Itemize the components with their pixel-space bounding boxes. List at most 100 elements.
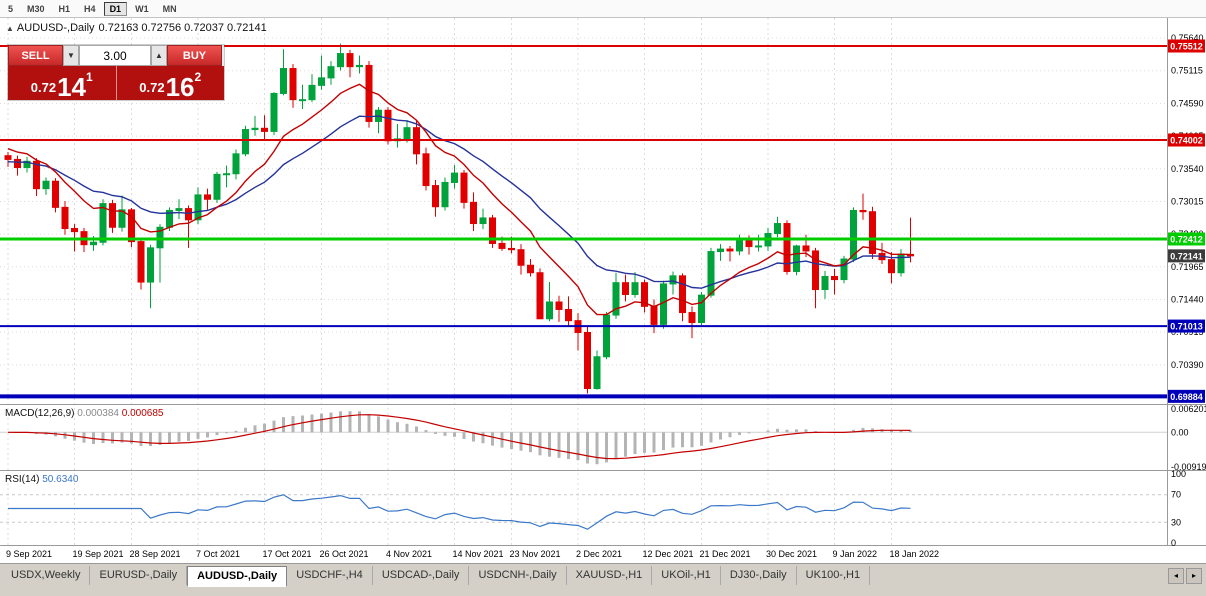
rsi-tick-label: 30	[1171, 517, 1181, 527]
date-tick-label: 4 Nov 2021	[386, 549, 432, 559]
tabbar-scroll-left-button[interactable]: ◂	[1168, 568, 1184, 584]
volume-input[interactable]	[79, 45, 151, 66]
date-tick-label: 7 Oct 2021	[196, 549, 240, 559]
timeframe-button-W1[interactable]: W1	[129, 2, 155, 16]
macd-indicator-label: MACD(12,26,9) 0.000384 0.000685	[5, 408, 163, 419]
date-tick-label: 19 Sep 2021	[73, 549, 124, 559]
chevron-down-icon: ▼	[67, 50, 75, 60]
chart-tab-AUDUSD-Daily[interactable]: AUDUSD-,Daily	[187, 566, 288, 587]
price-level-label	[1168, 39, 1205, 53]
chart-canvas[interactable]: 0.756400.751150.745900.740650.735400.730…	[0, 18, 1206, 563]
buy-price-display[interactable]: 0.72 16 2	[115, 66, 225, 102]
macd-tick-label: 0.006201	[1171, 404, 1206, 414]
svg-text:0.75512: 0.75512	[1170, 42, 1203, 52]
chart-tab-UKOil-H1[interactable]: UKOil-,H1	[652, 566, 721, 585]
macd-tick-label: 0.00	[1171, 427, 1189, 437]
buy-button[interactable]: BUY	[167, 45, 222, 66]
grid	[0, 18, 1167, 545]
scroll-right-icon: ▸	[1191, 571, 1196, 580]
sell-button[interactable]: SELL	[8, 45, 63, 66]
price-tick-label: 0.70390	[1171, 360, 1204, 370]
date-tick-label: 28 Sep 2021	[130, 549, 181, 559]
price-tick-label: 0.71965	[1171, 262, 1204, 272]
tabbar-scroll-right-button[interactable]: ▸	[1186, 568, 1202, 584]
chart-header: ▲ AUDUSD-,Daily 0.72163 0.72756 0.72037 0.…	[6, 22, 267, 34]
chart-ohlc-values: 0.72163 0.72756 0.72037 0.72141	[98, 22, 267, 34]
macd-value: 0.000384	[77, 408, 119, 419]
chart-tab-USDCNH-Daily[interactable]: USDCNH-,Daily	[469, 566, 567, 585]
chart-symbol-icon: ▲	[6, 24, 14, 33]
rsi-tick-label: 100	[1171, 469, 1186, 479]
sell-price-big-digits: 14	[57, 71, 87, 102]
trade-panel-controls: SELL ▼ ▲ BUY	[8, 45, 224, 66]
sell-price-display[interactable]: 0.72 14 1	[8, 66, 116, 100]
chart-tab-USDCAD-Daily[interactable]: USDCAD-,Daily	[372, 566, 470, 585]
rsi-tick-label: 0	[1171, 538, 1176, 548]
timeframe-button-H4[interactable]: H4	[78, 2, 102, 16]
chart-tab-EURUSD-Daily[interactable]: EURUSD-,Daily	[90, 566, 188, 585]
svg-text:0.72412: 0.72412	[1170, 234, 1203, 244]
rsi-value: 50.6340	[42, 474, 79, 485]
chart-tab-XAUUSD-H1[interactable]: XAUUSD-,H1	[566, 566, 653, 585]
chart-tab-bar: USDX,Weekly EURUSD-,Daily AUDUSD-,Daily USD…	[0, 563, 1206, 596]
volume-increase-button[interactable]: ▲	[151, 45, 167, 66]
chart-tab-USDCHF-H4[interactable]: USDCHF-,H4	[287, 566, 373, 585]
timeframe-toolbar: 5 M30 H1 H4 D1 W1 MN	[0, 0, 1206, 18]
price-level-label	[1168, 319, 1205, 333]
price-tick-label: 0.71440	[1171, 294, 1204, 304]
chart-tab-USDX-Weekly[interactable]: USDX,Weekly	[2, 566, 91, 585]
timeframe-button-5[interactable]: 5	[2, 2, 19, 16]
chart-tab-UK100-H1[interactable]: UK100-,H1	[796, 566, 871, 585]
macd-tick-label: -0.00919	[1171, 462, 1206, 472]
date-tick-label: 17 Oct 2021	[263, 549, 312, 559]
sell-price-pipette: 1	[86, 70, 93, 84]
chart-area: 0.756400.751150.745900.740650.735400.730…	[0, 18, 1206, 563]
sell-price-prefix: 0.72	[30, 80, 57, 95]
svg-text:0.69884: 0.69884	[1170, 392, 1203, 402]
moving-averages	[7, 83, 911, 316]
timeframe-button-MN[interactable]: MN	[157, 2, 183, 16]
price-tick-label: 0.73015	[1171, 196, 1204, 206]
rsi-panel	[0, 494, 1167, 530]
date-tick-label: 9 Sep 2021	[6, 549, 52, 559]
price-level-label	[1168, 232, 1205, 246]
rsi-indicator-label: RSI(14) 50.6340	[5, 474, 78, 485]
price-level-label	[1168, 249, 1205, 263]
date-tick-label: 14 Nov 2021	[453, 549, 504, 559]
date-tick-label: 23 Nov 2021	[510, 549, 561, 559]
scroll-left-icon: ◂	[1173, 571, 1178, 580]
timeframe-button-M30[interactable]: M30	[21, 2, 51, 16]
timeframe-button-D1[interactable]: D1	[103, 1, 128, 16]
price-axis: 0.756400.751150.745900.740650.735400.730…	[1168, 33, 1206, 548]
svg-text:0.74002: 0.74002	[1170, 135, 1203, 145]
date-tick-label: 21 Dec 2021	[700, 549, 751, 559]
timeframe-button-H1[interactable]: H1	[53, 2, 77, 16]
date-tick-label: 9 Jan 2022	[833, 549, 878, 559]
volume-dropdown-button[interactable]: ▼	[63, 45, 79, 66]
price-tick-label: 0.75115	[1171, 66, 1203, 76]
buy-price-pipette: 2	[194, 70, 202, 84]
date-tick-label: 2 Dec 2021	[576, 549, 622, 559]
macd-panel	[0, 411, 1167, 465]
one-click-trade-panel: SELL ▼ ▲ BUY 0.72 14 1 0.72 16 2	[8, 45, 224, 100]
date-tick-label: 26 Oct 2021	[320, 549, 369, 559]
rsi-tick-label: 70	[1171, 490, 1181, 500]
price-tick-label: 0.74590	[1171, 98, 1204, 108]
buy-price-big-digits: 16	[165, 71, 195, 102]
date-tick-label: 18 Jan 2022	[890, 549, 940, 559]
svg-text:0.71013: 0.71013	[1170, 322, 1203, 332]
rsi-name: RSI(14)	[5, 474, 40, 485]
price-level-label	[1168, 389, 1205, 403]
price-level-label	[1168, 133, 1205, 147]
date-tick-label: 30 Dec 2021	[766, 549, 817, 559]
chart-symbol-title: AUDUSD-,Daily	[16, 22, 95, 34]
date-tick-label: 12 Dec 2021	[643, 549, 694, 559]
buy-price-prefix: 0.72	[139, 80, 165, 95]
chevron-up-icon: ▲	[155, 50, 163, 60]
chart-tab-DJ30-Daily[interactable]: DJ30-,Daily	[720, 566, 797, 585]
price-tick-label: 0.75640	[1171, 33, 1204, 43]
price-tick-label: 0.73540	[1171, 164, 1204, 174]
macd-signal-value: 0.000685	[121, 408, 164, 419]
svg-text:0.72141: 0.72141	[1170, 251, 1203, 261]
